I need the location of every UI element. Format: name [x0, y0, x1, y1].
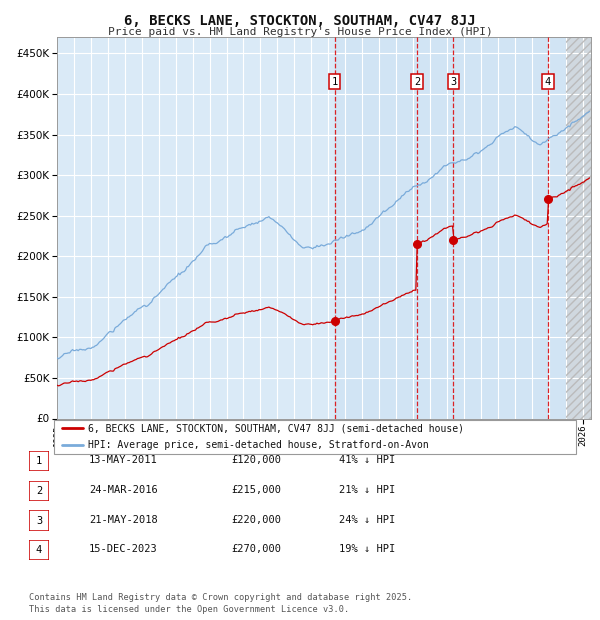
FancyBboxPatch shape: [54, 420, 576, 454]
Text: 4: 4: [545, 77, 551, 87]
Text: £215,000: £215,000: [231, 485, 281, 495]
Text: 21% ↓ HPI: 21% ↓ HPI: [339, 485, 395, 495]
Text: £270,000: £270,000: [231, 544, 281, 554]
Text: 15-DEC-2023: 15-DEC-2023: [89, 544, 158, 554]
Bar: [566, 37, 591, 418]
Text: 24-MAR-2016: 24-MAR-2016: [89, 485, 158, 495]
Text: 1: 1: [331, 77, 338, 87]
Text: 13-MAY-2011: 13-MAY-2011: [89, 455, 158, 465]
Text: 1: 1: [36, 456, 42, 466]
Text: 21-MAY-2018: 21-MAY-2018: [89, 515, 158, 525]
FancyBboxPatch shape: [29, 480, 49, 501]
Text: 3: 3: [450, 77, 457, 87]
FancyBboxPatch shape: [29, 510, 49, 531]
Bar: [566, 37, 591, 418]
Text: Contains HM Land Registry data © Crown copyright and database right 2025.
This d: Contains HM Land Registry data © Crown c…: [29, 593, 412, 614]
Text: £220,000: £220,000: [231, 515, 281, 525]
Text: Price paid vs. HM Land Registry's House Price Index (HPI): Price paid vs. HM Land Registry's House …: [107, 27, 493, 37]
FancyBboxPatch shape: [29, 451, 49, 471]
Text: 4: 4: [36, 545, 42, 556]
Text: £120,000: £120,000: [231, 455, 281, 465]
Bar: [335, 37, 566, 418]
Text: 2: 2: [36, 485, 42, 496]
Text: 3: 3: [36, 515, 42, 526]
Text: 24% ↓ HPI: 24% ↓ HPI: [339, 515, 395, 525]
Text: 41% ↓ HPI: 41% ↓ HPI: [339, 455, 395, 465]
FancyBboxPatch shape: [29, 540, 49, 560]
Text: 2: 2: [414, 77, 420, 87]
Text: 19% ↓ HPI: 19% ↓ HPI: [339, 544, 395, 554]
Text: 6, BECKS LANE, STOCKTON, SOUTHAM, CV47 8JJ: 6, BECKS LANE, STOCKTON, SOUTHAM, CV47 8…: [124, 14, 476, 28]
Text: HPI: Average price, semi-detached house, Stratford-on-Avon: HPI: Average price, semi-detached house,…: [88, 440, 428, 450]
Text: 6, BECKS LANE, STOCKTON, SOUTHAM, CV47 8JJ (semi-detached house): 6, BECKS LANE, STOCKTON, SOUTHAM, CV47 8…: [88, 423, 464, 433]
